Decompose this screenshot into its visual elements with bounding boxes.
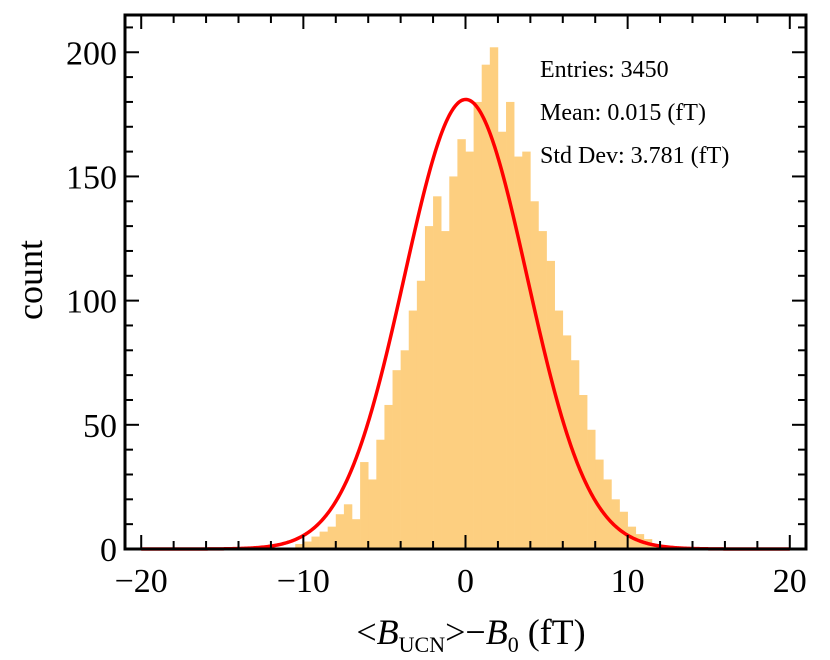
histogram-bar (465, 151, 474, 549)
histogram-bar (514, 156, 523, 550)
histogram-bar (327, 526, 337, 549)
histogram-bar (319, 531, 328, 549)
x-title-open: < (356, 612, 376, 652)
histogram-bar (400, 350, 410, 549)
x-tick-label: 20 (773, 563, 807, 600)
histogram-bar (587, 429, 596, 549)
histogram-bar (384, 404, 393, 549)
histogram-bar (546, 260, 555, 549)
y-axis-title: count (10, 240, 50, 320)
histogram-bar (416, 280, 426, 549)
x-tick-label: −20 (115, 563, 168, 600)
histogram-bar (603, 479, 612, 549)
histogram-bar (489, 47, 499, 550)
histogram-bar (295, 544, 304, 549)
histogram-bar (449, 176, 458, 549)
x-title-mid: >− (445, 612, 486, 652)
x-title-sub: UCN (399, 632, 446, 657)
y-tick-label: 0 (100, 532, 117, 569)
histogram-bar (530, 201, 539, 550)
y-tick-label: 100 (66, 284, 117, 321)
x-tick-label: 0 (457, 563, 474, 600)
histogram-bar (424, 226, 434, 549)
x-title-var2: B (486, 612, 508, 652)
y-tick-label: 200 (66, 35, 117, 72)
histogram-bar (343, 504, 353, 549)
histogram-bar (441, 231, 450, 549)
x-title-sub2: 0 (508, 632, 519, 657)
histogram-bar (360, 462, 369, 549)
stat-mean: Mean: 0.015 (fT) (540, 100, 706, 126)
stat-std-dev: Std Dev: 3.781 (fT) (540, 143, 729, 169)
histogram-bar (554, 310, 564, 549)
histogram-bar (579, 395, 588, 549)
histogram-bar (433, 196, 442, 549)
histogram-bar (352, 519, 361, 549)
histogram-bar (619, 511, 628, 549)
histogram-bar (376, 439, 385, 549)
histogram-bar (335, 514, 345, 549)
y-tick-label: 150 (66, 159, 117, 196)
histogram-bar (481, 64, 491, 550)
histogram-bar (497, 131, 507, 550)
x-tick-label: 10 (611, 563, 645, 600)
x-tick-label: −10 (277, 563, 330, 600)
stat-entries: Entries: 3450 (540, 57, 669, 83)
y-tick-label: 50 (83, 408, 117, 445)
histogram-bar (538, 231, 547, 549)
histogram-bar (562, 335, 572, 549)
histogram-bar (473, 101, 483, 549)
histogram-bar (457, 139, 466, 550)
x-axis-title: <BUCN>−B0 (fT) (356, 612, 585, 657)
histogram-bar (506, 101, 515, 549)
axis-ticks (125, 15, 806, 550)
histogram-bar (408, 310, 418, 549)
histogram-bar (311, 536, 320, 549)
histogram-bar (522, 151, 531, 549)
histogram-bar (303, 541, 312, 549)
x-title-var: B (377, 612, 399, 652)
histogram-bar (392, 370, 401, 549)
x-title-unit: (fT) (519, 612, 586, 652)
histogram-bar (368, 479, 377, 549)
